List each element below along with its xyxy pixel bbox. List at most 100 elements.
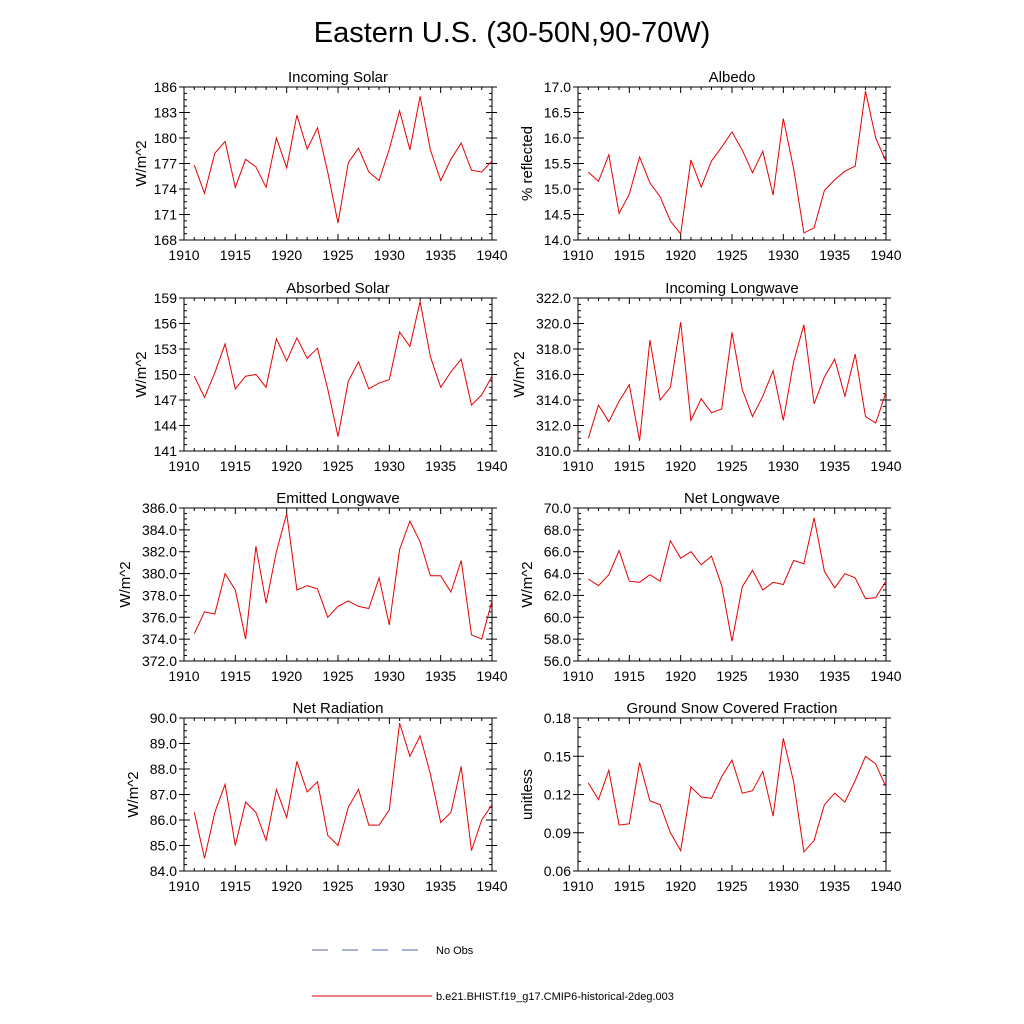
plot-frame	[577, 86, 887, 241]
legend: No Obs b.e21.BHIST.f19_g17.CMIP6-histori…	[312, 945, 674, 1003]
y-tick-label: 89.0	[150, 736, 177, 752]
x-tick-label: 1910	[562, 247, 593, 263]
plot-frame	[577, 717, 887, 872]
panel-title: Ground Snow Covered Fraction	[627, 700, 838, 717]
y-axis-label: W/m^2	[117, 561, 134, 607]
chart-panel: Net Radiation 84.0 85.0 86.0 87.0 88.0 89.0 90.…	[125, 700, 508, 894]
chart-panel: Albedo 14.0 14.5 15.0 15.5 16.0 16.5 17.0 1910 19…	[519, 69, 902, 263]
y-tick-label: 183	[154, 105, 178, 121]
figure-title: Eastern U.S. (30-50N,90-70W)	[314, 17, 710, 49]
x-tick-label: 1930	[374, 247, 405, 263]
x-tick-label: 1925	[322, 668, 353, 684]
y-tick-label: 310.0	[536, 443, 571, 459]
y-tick-label: 0.09	[544, 825, 571, 841]
y-tick-label: 312.0	[536, 418, 571, 434]
x-tick-label: 1925	[322, 458, 353, 474]
y-tick-label: 56.0	[544, 653, 571, 669]
x-tick-label: 1940	[870, 878, 901, 894]
series-line	[588, 517, 887, 642]
x-tick-label: 1915	[614, 247, 645, 263]
y-tick-label: 58.0	[544, 631, 571, 647]
y-tick-label: 64.0	[544, 566, 571, 582]
x-tick-label: 1935	[425, 668, 456, 684]
y-axis-label: W/m^2	[133, 140, 150, 186]
y-tick-label: 147	[154, 392, 178, 408]
chart-panel: Absorbed Solar 141 144 147 150 153 156 159 1910 1…	[133, 280, 508, 474]
panel-title: Incoming Longwave	[665, 280, 798, 297]
y-tick-label: 374.0	[142, 631, 177, 647]
y-tick-label: 14.5	[544, 207, 571, 223]
plot-frame	[577, 297, 887, 452]
x-tick-label: 1930	[768, 247, 799, 263]
x-tick-label: 1915	[220, 247, 251, 263]
x-tick-label: 1935	[819, 458, 850, 474]
x-tick-label: 1910	[168, 668, 199, 684]
x-tick-label: 1925	[716, 878, 747, 894]
y-tick-label: 16.5	[544, 105, 571, 121]
y-tick-label: 87.0	[150, 787, 177, 803]
x-tick-label: 1920	[665, 458, 696, 474]
y-tick-label: 0.18	[544, 710, 571, 726]
legend-label-no-obs: No Obs	[436, 945, 474, 957]
panel-title: Net Radiation	[293, 700, 384, 717]
y-tick-label: 382.0	[142, 544, 177, 560]
x-tick-label: 1910	[562, 458, 593, 474]
y-tick-label: 318.0	[536, 341, 571, 357]
y-tick-label: 150	[154, 367, 178, 383]
chart-panel: Incoming Longwave 310.0 312.0 314.0 316.0 318…	[511, 280, 902, 474]
x-tick-label: 1920	[271, 247, 302, 263]
y-tick-label: 174	[154, 181, 178, 197]
panel-title: Emitted Longwave	[276, 490, 399, 507]
x-tick-label: 1940	[476, 878, 507, 894]
x-tick-label: 1940	[476, 458, 507, 474]
chart-panel: Net Longwave 56.0 58.0 60.0 62.0 64.0 66.0 68.0…	[519, 490, 902, 684]
y-tick-label: 376.0	[142, 609, 177, 625]
y-tick-label: 14.0	[544, 232, 571, 248]
y-tick-label: 86.0	[150, 812, 177, 828]
y-tick-label: 15.5	[544, 156, 571, 172]
plot-frame	[577, 507, 887, 662]
y-tick-label: 316.0	[536, 367, 571, 383]
y-tick-label: 0.15	[544, 748, 571, 764]
x-tick-label: 1935	[425, 247, 456, 263]
x-tick-label: 1935	[819, 668, 850, 684]
y-tick-label: 314.0	[536, 392, 571, 408]
x-tick-label: 1915	[220, 458, 251, 474]
y-tick-label: 186	[154, 79, 178, 95]
y-axis-label: W/m^2	[519, 561, 536, 607]
x-tick-label: 1940	[476, 247, 507, 263]
chart-panel: Ground Snow Covered Fraction 0.06 0.09 0.12…	[519, 700, 902, 894]
x-tick-label: 1920	[665, 668, 696, 684]
series-line	[193, 722, 493, 859]
x-tick-label: 1925	[716, 668, 747, 684]
x-tick-label: 1925	[716, 247, 747, 263]
x-tick-label: 1920	[665, 247, 696, 263]
y-tick-label: 322.0	[536, 290, 571, 306]
x-tick-label: 1930	[374, 878, 405, 894]
series-line	[193, 301, 493, 437]
y-tick-label: 144	[154, 418, 178, 434]
panel-title: Absorbed Solar	[286, 280, 389, 297]
plot-frame	[183, 717, 493, 872]
y-axis-label: % reflected	[519, 126, 536, 201]
x-tick-label: 1920	[271, 668, 302, 684]
panel-title: Incoming Solar	[288, 69, 388, 86]
chart-panel: Emitted Longwave 372.0 374.0 376.0 378.0 380.…	[117, 490, 508, 684]
y-tick-label: 15.0	[544, 181, 571, 197]
y-tick-label: 84.0	[150, 863, 177, 879]
series-line	[587, 322, 887, 441]
y-tick-label: 141	[154, 443, 178, 459]
panel-title: Net Longwave	[684, 490, 780, 507]
x-tick-label: 1930	[768, 458, 799, 474]
x-tick-label: 1910	[168, 458, 199, 474]
y-tick-label: 372.0	[142, 653, 177, 669]
series-line	[193, 513, 493, 640]
y-axis-label: W/m^2	[133, 351, 150, 397]
x-tick-label: 1915	[220, 668, 251, 684]
y-tick-label: 90.0	[150, 710, 177, 726]
x-tick-label: 1940	[870, 668, 901, 684]
x-tick-label: 1920	[271, 458, 302, 474]
x-tick-label: 1915	[614, 458, 645, 474]
x-tick-label: 1920	[271, 878, 302, 894]
